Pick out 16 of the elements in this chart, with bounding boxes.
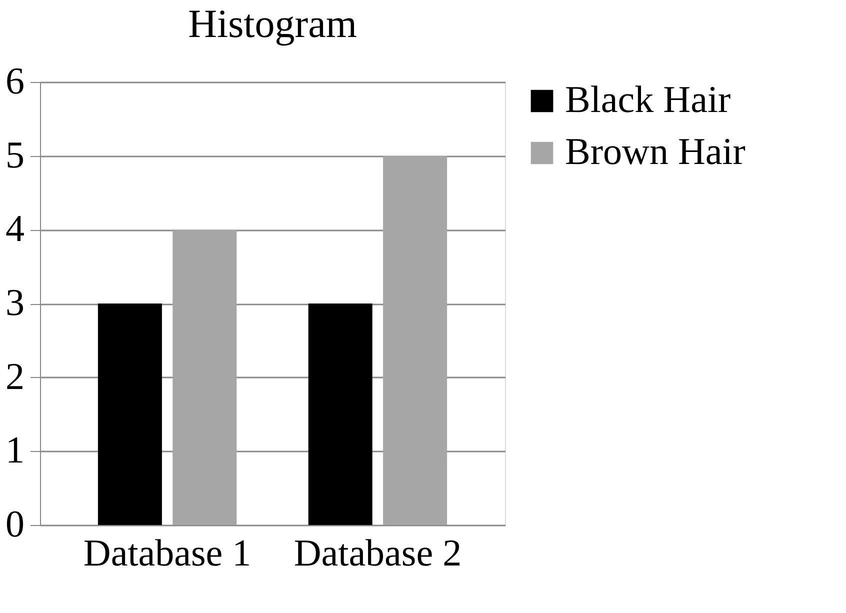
bar	[308, 304, 372, 525]
y-tick-label: 1	[6, 430, 24, 472]
x-tick-label: Database 2	[294, 532, 462, 574]
y-tick-label: 3	[6, 282, 24, 324]
y-tick-label: 4	[6, 208, 24, 250]
y-tick-label: 5	[6, 134, 24, 176]
bar	[172, 230, 237, 525]
y-tick-label: 2	[6, 356, 24, 398]
bar	[98, 304, 162, 525]
chart-title: Histogram	[188, 1, 357, 46]
legend-label: Brown Hair	[565, 131, 746, 173]
bar	[383, 156, 448, 525]
y-tick-label: 6	[6, 60, 24, 102]
legend-label: Black Hair	[565, 79, 731, 121]
x-tick-label: Database 1	[83, 532, 252, 574]
y-tick-label: 0	[6, 504, 24, 546]
